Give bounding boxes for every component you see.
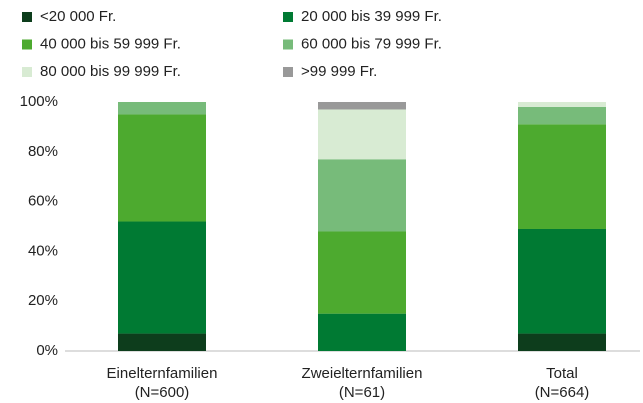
y-tick-label: 100% — [20, 93, 58, 110]
legend-label: 60 000 bis 79 999 Fr. — [301, 35, 442, 52]
legend-swatch — [22, 12, 32, 22]
y-tick-label: 20% — [28, 292, 58, 309]
bar-segment — [518, 102, 606, 107]
bar-segment — [118, 333, 206, 351]
legend-label: 80 000 bis 99 999 Fr. — [40, 63, 181, 80]
y-tick-label: 60% — [28, 193, 58, 210]
legend-label: <20 000 Fr. — [40, 8, 116, 25]
legend-label: 40 000 bis 59 999 Fr. — [40, 35, 181, 52]
legend-swatch — [283, 67, 293, 77]
bar-segment — [518, 106, 606, 125]
bar-segment — [518, 333, 606, 351]
legend-swatch — [283, 39, 293, 50]
bar-segment — [518, 228, 606, 334]
y-tick-label: 80% — [28, 143, 58, 160]
y-tick-label: 40% — [28, 242, 58, 259]
bar-segment — [318, 159, 406, 232]
x-tick-label: Total — [546, 365, 578, 382]
x-tick-label: (N=600) — [135, 384, 190, 401]
y-tick-label: 0% — [36, 342, 58, 359]
legend-swatch — [22, 67, 32, 77]
bar-segment — [118, 221, 206, 334]
bar-segment — [318, 109, 406, 160]
bar-segment — [518, 124, 606, 229]
legend-swatch — [22, 39, 32, 50]
bar-segment — [118, 114, 206, 222]
legend-label: 20 000 bis 39 999 Fr. — [301, 8, 442, 25]
x-tick-label: Einelternfamilien — [107, 365, 218, 382]
legend-label: >99 999 Fr. — [301, 63, 377, 80]
legend-swatch — [283, 12, 293, 22]
bar-segment — [318, 102, 406, 110]
bar-segment — [318, 231, 406, 314]
x-tick-label: Zweielternfamilien — [302, 365, 423, 382]
x-tick-label: (N=664) — [535, 384, 590, 401]
x-tick-label: (N=61) — [339, 384, 385, 401]
bar-segment — [118, 102, 206, 115]
bar-segment — [318, 313, 406, 351]
